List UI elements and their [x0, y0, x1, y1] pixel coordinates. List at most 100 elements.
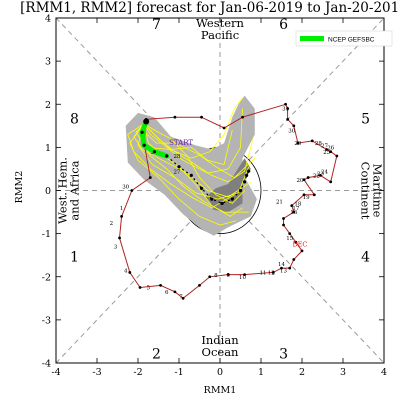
observed-point [300, 249, 304, 253]
x-tick-label: 0 [217, 367, 223, 378]
observed-point [226, 273, 230, 276]
observed-point [302, 193, 306, 197]
observed-point [282, 223, 285, 227]
observed-point [290, 204, 294, 207]
region-label: Western Pacific [196, 16, 245, 42]
day-label: 3 [114, 245, 118, 251]
day-label: 24 [321, 169, 328, 175]
x-tick-label: 3 [340, 367, 346, 378]
ensemble-mean-point [247, 169, 251, 173]
region-label-line: West. Hem. [55, 157, 69, 224]
x-axis-label: RMM1 [204, 385, 237, 396]
observed-point [292, 210, 296, 214]
phase-number-label: 3 [279, 347, 288, 363]
observed-point [296, 141, 300, 145]
observed-point [148, 176, 152, 179]
legend-label: NCEP GEFSBC [328, 37, 375, 44]
legend-swatch [300, 36, 324, 41]
spread-area-light [125, 95, 257, 236]
x-tick-label: 4 [381, 367, 387, 378]
region-label-line: Ocean [202, 345, 240, 359]
ensemble-member-line [143, 108, 243, 174]
day-label: 13 [280, 268, 287, 274]
observed-point [271, 271, 275, 274]
day-label: 10 [239, 275, 246, 281]
observed-point [200, 115, 203, 119]
observed-point [280, 266, 283, 270]
observed-point [198, 283, 201, 287]
month-label: DEC [292, 241, 307, 249]
y-tick-label: 4 [45, 14, 51, 25]
y-tick-label: -3 [42, 315, 51, 326]
phase-number-label: 6 [279, 17, 288, 33]
observed-point [306, 176, 310, 179]
observed-point [138, 286, 142, 289]
y-tick-label: 0 [45, 186, 51, 197]
observed-point [130, 189, 134, 192]
observed-point [329, 180, 333, 184]
ensemble-member-line [143, 97, 243, 159]
region-label: Indian Ocean [201, 333, 239, 359]
observed-point [241, 115, 244, 119]
observed-point [286, 117, 290, 121]
observed-point [286, 107, 290, 110]
observed-point [302, 178, 306, 182]
day-label: 4 [124, 268, 128, 274]
x-tick-label: -1 [174, 367, 183, 378]
day-label: 28 [173, 154, 180, 160]
ensemble-mean-point [210, 197, 214, 201]
observed-point [118, 236, 121, 240]
day-label: 19 [303, 195, 310, 201]
observed-point [312, 193, 316, 197]
ensemble-mean-point [152, 150, 156, 154]
ensemble-member-line [143, 123, 243, 217]
observed-point [294, 240, 298, 244]
region-label-line: Continent [359, 162, 373, 220]
phase-number-label: 7 [152, 17, 161, 33]
day-label: 11 [260, 271, 267, 277]
y-tick-label: -2 [42, 272, 51, 283]
ensemble-mean-point [220, 201, 224, 206]
x-tick-label: -3 [92, 367, 101, 378]
day-label: 5 [147, 286, 151, 292]
observed-point [284, 102, 287, 106]
day-label: 22 [313, 174, 320, 180]
ensemble-member-line [135, 123, 233, 166]
phase-number-label: 8 [70, 112, 79, 128]
legend-box [295, 30, 393, 47]
day-label: 30 [122, 184, 129, 190]
y-tick-label: 3 [45, 57, 51, 68]
chart-title: [RMM1, RMM2] forecast for Jan-06-2019 to… [20, 0, 400, 16]
y-tick-label: -4 [42, 359, 51, 370]
ensemble-member-line [133, 123, 252, 198]
day-label: 29 [294, 141, 301, 147]
ensemble-spread-group [125, 95, 257, 236]
day-label: 2 [110, 221, 114, 227]
diagonal-guide [55, 220, 192, 364]
day-label: 15 [286, 236, 293, 242]
ensemble-members-group [127, 97, 256, 226]
y-tick-label: -1 [42, 229, 51, 240]
ensemble-member-line [129, 123, 237, 226]
day-label: 27 [321, 143, 328, 149]
observed-point [325, 148, 328, 151]
day-label: 27 [173, 169, 180, 175]
y-tick-label: 2 [45, 100, 51, 111]
observed-point [208, 275, 212, 279]
observed-point [282, 217, 285, 220]
day-label: 14 [278, 262, 285, 268]
day-label: 26 [327, 146, 334, 152]
ensemble-mean-point [189, 173, 193, 178]
ensemble-member-line [143, 123, 245, 204]
observed-point [159, 283, 162, 287]
y-tick-label: 1 [45, 143, 51, 154]
ensemble-mean-point [140, 130, 144, 134]
observed-point [310, 139, 314, 143]
diagonal-guide [248, 220, 385, 364]
observed-point [222, 126, 226, 130]
region-label-line: Pacific [201, 28, 239, 42]
ensemble-mean-point [165, 154, 169, 158]
